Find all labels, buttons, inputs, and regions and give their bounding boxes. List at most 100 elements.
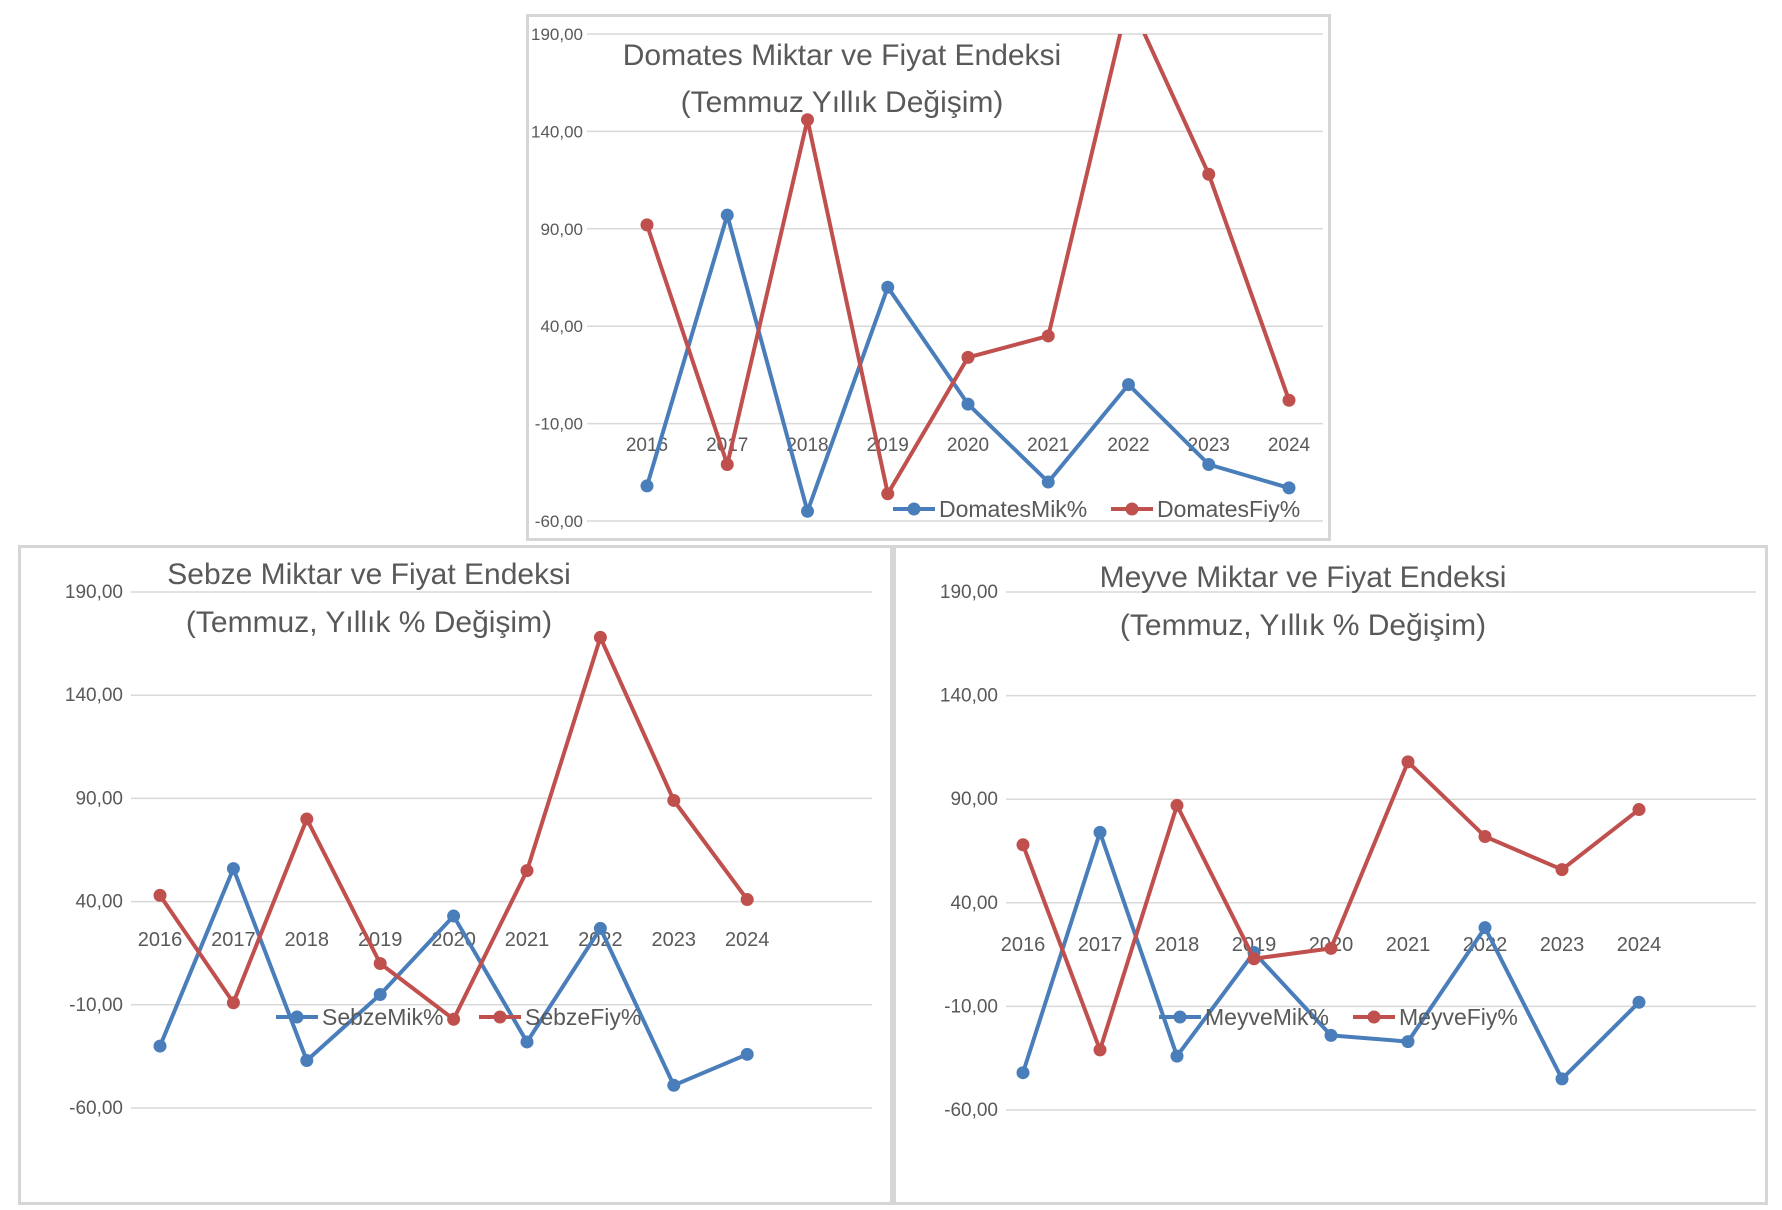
data-point <box>640 479 654 493</box>
y-tick-label: 140,00 <box>531 122 583 141</box>
x-tick-label: 2021 <box>1386 934 1431 956</box>
data-point <box>447 1012 461 1026</box>
y-tick-label: -60,00 <box>944 1100 998 1121</box>
x-tick-label: 2021 <box>1027 435 1069 456</box>
x-tick-label: 2023 <box>652 929 697 951</box>
data-point <box>801 504 814 518</box>
data-point <box>1202 167 1216 181</box>
legend-item: MeyveFiy% <box>1353 1004 1518 1030</box>
chart-sebze-svg: 190,00 140,00 90,00 40,00 -10,00 -60,00 2016 20… <box>65 558 872 1119</box>
x-tick-label: 2018 <box>786 435 828 456</box>
legend-item: DomatesFiy% <box>1111 496 1300 522</box>
legend-label: MeyveMik% <box>1205 1004 1329 1030</box>
y-tick-label: 140,00 <box>940 686 998 707</box>
x-tick-label: 2023 <box>1540 934 1585 956</box>
data-point <box>1632 803 1646 817</box>
data-point <box>667 793 681 807</box>
data-point <box>1170 798 1184 812</box>
x-tick-label: 2024 <box>1617 934 1662 956</box>
y-tick-label: 190,00 <box>531 25 583 44</box>
data-point <box>520 864 534 878</box>
legend-item: SebzeMik% <box>276 1004 443 1030</box>
y-tick-label: 190,00 <box>65 582 123 603</box>
legend-item: DomatesMik% <box>893 496 1087 522</box>
data-point <box>1282 481 1296 495</box>
data-point <box>1041 329 1055 343</box>
y-tick-label: -10,00 <box>535 415 583 434</box>
series-price <box>1016 755 1646 1057</box>
legend-label: SebzeMik% <box>322 1004 443 1030</box>
legend-marker <box>493 1010 507 1024</box>
data-point <box>720 458 734 472</box>
series-price <box>640 34 1296 501</box>
legend-marker <box>1367 1010 1381 1024</box>
legend-item: MeyveMik% <box>1159 1004 1329 1030</box>
chart-title: Domates Miktar ve Fiyat Endeksi <box>623 39 1061 72</box>
data-point <box>1122 378 1135 392</box>
data-point <box>1324 1028 1338 1042</box>
chart-sebze: 190,00 140,00 90,00 40,00 -10,00 -60,00 2016 20… <box>18 545 893 1205</box>
data-point <box>1478 921 1492 935</box>
data-point <box>447 909 461 923</box>
y-tick-label: 40,00 <box>950 893 998 914</box>
data-point <box>1170 1049 1184 1063</box>
legend-label: DomatesFiy% <box>1157 496 1300 522</box>
data-point <box>801 113 814 127</box>
x-tick-label: 2022 <box>1107 435 1149 456</box>
data-point <box>520 1035 534 1049</box>
x-tick-label: 2019 <box>867 435 909 456</box>
chart-meyve: 190,00 140,00 90,00 40,00 -10,00 -60,00 2016 20… <box>893 545 1768 1205</box>
data-point <box>740 1047 754 1061</box>
series-quantity <box>1016 825 1646 1086</box>
data-point <box>1202 458 1216 472</box>
data-point <box>1401 755 1415 769</box>
data-point <box>1282 393 1296 407</box>
legend-label: MeyveFiy% <box>1399 1004 1518 1030</box>
data-point <box>961 350 975 364</box>
data-point <box>640 218 654 232</box>
y-tick-label: 90,00 <box>75 788 123 809</box>
data-point <box>226 996 240 1010</box>
y-tick-label: 90,00 <box>950 789 998 810</box>
legend-item: SebzeFiy% <box>479 1004 641 1030</box>
data-point <box>1016 838 1030 852</box>
y-tick-label: -60,00 <box>535 512 583 531</box>
data-point <box>593 921 607 935</box>
y-tick-label: -10,00 <box>69 995 123 1016</box>
chart-subtitle: (Temmuz, Yıllık % Değişim) <box>186 606 552 639</box>
x-tick-label: 2018 <box>285 929 330 951</box>
y-tick-label: 140,00 <box>65 685 123 706</box>
legend-label: SebzeFiy% <box>525 1004 641 1030</box>
x-tick-label: 2018 <box>1155 934 1200 956</box>
data-point <box>667 1078 681 1092</box>
data-point <box>720 208 734 222</box>
x-tick-label: 2016 <box>138 929 183 951</box>
data-point <box>153 1039 167 1053</box>
x-tick-label: 2023 <box>1188 435 1230 456</box>
legend-marker <box>290 1010 304 1024</box>
x-tick-label: 2021 <box>505 929 550 951</box>
data-point <box>153 888 167 902</box>
legend-marker <box>907 502 921 516</box>
data-point <box>1555 863 1569 877</box>
x-tick-label: 2024 <box>725 929 770 951</box>
data-point <box>1093 825 1107 839</box>
data-point <box>300 812 314 826</box>
y-tick-label: -10,00 <box>944 996 998 1017</box>
data-point <box>1478 829 1492 843</box>
y-tick-label: 190,00 <box>940 582 998 603</box>
data-point <box>373 987 387 1001</box>
y-tick-label: 40,00 <box>75 892 123 913</box>
x-tick-label: 2024 <box>1268 435 1311 456</box>
data-point <box>1401 1035 1415 1049</box>
data-point <box>961 397 975 411</box>
chart-subtitle: (Temmuz Yıllık Değişim) <box>681 86 1004 119</box>
x-tick-label: 2017 <box>706 435 748 456</box>
series-quantity <box>640 208 1296 518</box>
chart-title: Meyve Miktar ve Fiyat Endeksi <box>1100 561 1507 594</box>
y-tick-label: 40,00 <box>540 317 583 336</box>
data-point <box>1247 952 1261 966</box>
legend-label: DomatesMik% <box>939 496 1087 522</box>
data-point <box>373 957 387 971</box>
series-price <box>153 630 754 1026</box>
